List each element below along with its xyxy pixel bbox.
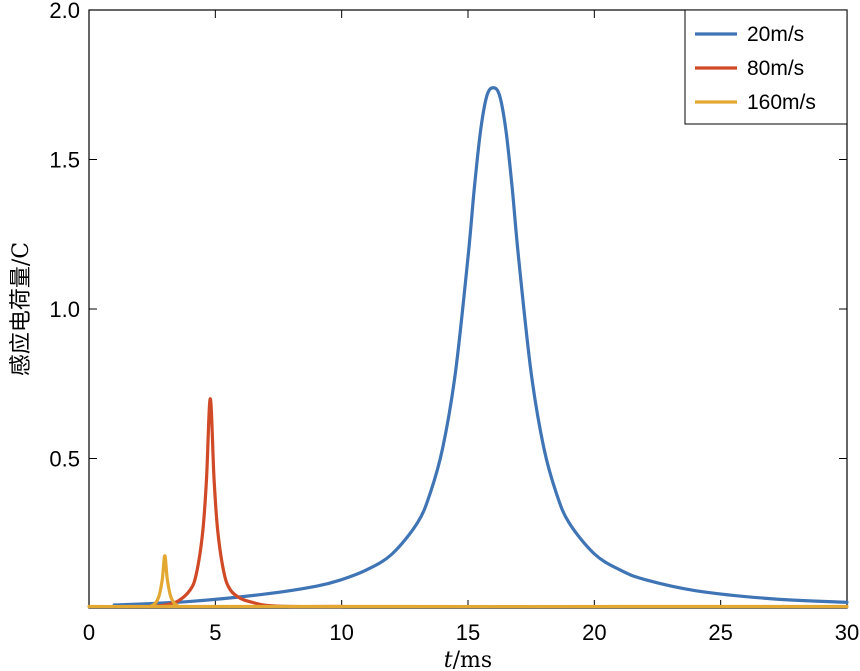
x-axis-title-var: t [444, 648, 453, 671]
lines-layer [87, 86, 849, 609]
x-tick-label: 15 [456, 620, 480, 645]
x-tick-label: 25 [708, 620, 732, 645]
y-tick-label: 0.5 [49, 447, 80, 472]
y-tick-label: 1.5 [49, 148, 80, 173]
x-tick-label: 5 [209, 620, 221, 645]
x-tick-label: 20 [582, 620, 606, 645]
ticks-layer: 0 5 10 15 20 25 30 0.5 1.0 1.5 2.0 [49, 0, 859, 645]
legend-label-2: 160m/s [747, 91, 816, 114]
series-line-0 [112, 86, 849, 607]
x-tick-label: 0 [83, 620, 95, 645]
series-line-2 [87, 554, 849, 609]
x-axis-title: t/ms [444, 648, 492, 671]
legend-label-0: 20m/s [747, 23, 804, 46]
legend-label-1: 80m/s [747, 57, 804, 80]
y-tick-label: 2.0 [49, 0, 80, 23]
x-tick-label: 30 [835, 620, 859, 645]
y-axis-title: 感应电荷量/C [9, 242, 34, 376]
legend: 20m/s 80m/s 160m/s [684, 9, 848, 125]
x-axis-title-unit: /ms [453, 648, 493, 671]
series-line-1 [150, 397, 344, 609]
x-tick-label: 10 [329, 620, 353, 645]
y-tick-label: 1.0 [49, 297, 80, 322]
